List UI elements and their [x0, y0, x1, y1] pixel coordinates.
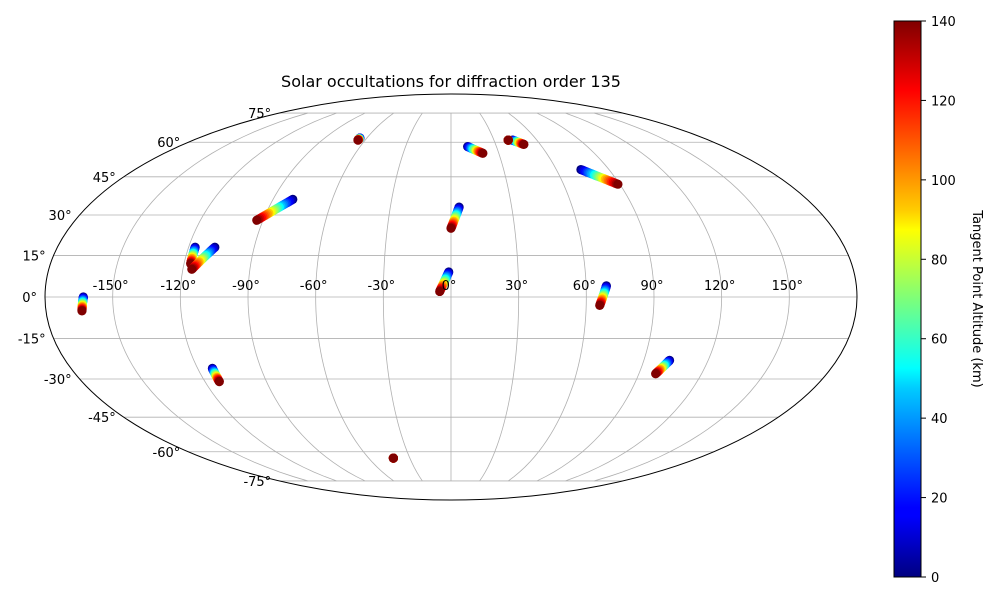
occultation-point [252, 215, 262, 225]
occultation-track [463, 141, 488, 158]
latitude-tick-label: -45° [88, 411, 116, 426]
colorbar-tick-label: 0 [931, 571, 939, 586]
occultation-track [187, 242, 220, 274]
latitude-tick-label: 45° [93, 171, 116, 186]
longitude-tick-label: -60° [300, 279, 328, 294]
colorbar-gradient [893, 20, 922, 578]
occultation-track [186, 242, 200, 269]
occultation-track [252, 194, 298, 225]
occultation-track [576, 164, 623, 189]
occultation-track [503, 135, 513, 145]
longitude-tick-labels: -150° -120° -90° -60° -30° 0° 30° 60° 90° 120° 150… [93, 279, 803, 294]
colorbar-tick-label: 20 [931, 492, 948, 507]
occultation-track [353, 133, 365, 145]
occultation-track [77, 292, 88, 316]
occultation-point [651, 369, 661, 379]
longitude-gridline [565, 112, 723, 482]
latitude-tick-label: 0° [22, 291, 37, 306]
latitude-tick-labels: 75° 60° 45° 30° 15° 0° -15° -30° -45° -60° -75° [18, 107, 271, 490]
occultation-point [353, 135, 363, 145]
longitude-gridline [508, 112, 587, 482]
occultation-track [435, 267, 454, 297]
map-boundary [44, 93, 858, 501]
longitude-gridline [179, 112, 337, 482]
longitude-tick-label: 120° [704, 279, 735, 294]
longitude-gridline [536, 112, 655, 482]
longitude-gridline [479, 112, 520, 482]
latitude-tick-label: 60° [157, 136, 180, 151]
latitude-tick-label: -75° [243, 475, 271, 490]
longitude-gridline [594, 112, 790, 482]
occultation-point [478, 148, 488, 158]
occultation-point [613, 179, 623, 189]
longitude-tick-label: -90° [232, 279, 260, 294]
chart-title: Solar occultations for diffraction order… [281, 72, 621, 91]
longitude-tick-label: 90° [640, 279, 663, 294]
colorbar-tick-label: 140 [931, 15, 956, 30]
longitude-gridline [315, 112, 394, 482]
occultation-point [77, 306, 87, 316]
occultation-point [214, 377, 224, 387]
occultation-track [595, 281, 612, 310]
occultation-point [388, 453, 398, 463]
colorbar-label: Tangent Point Altitude (km) [969, 209, 984, 387]
occultation-track [651, 355, 675, 379]
occultation-point [187, 264, 197, 274]
occultation-point [519, 139, 529, 149]
latitude-tick-label: -30° [44, 373, 72, 388]
longitude-gridline [247, 112, 366, 482]
occultation-track [446, 202, 464, 233]
occultation-track [207, 363, 224, 387]
colorbar-tick-label: 60 [931, 333, 948, 348]
occultation-points [77, 133, 675, 463]
colorbar-tick-label: 80 [931, 253, 948, 268]
latitude-tick-label: -15° [18, 333, 46, 348]
occultation-point [503, 135, 513, 145]
occultation-point [446, 223, 456, 233]
colorbar: 0 20 40 60 80 100 120 140 Tangent Point Altitud… [893, 15, 984, 586]
colorbar-tick-label: 120 [931, 94, 956, 109]
longitude-tick-label: 150° [772, 279, 803, 294]
longitude-gridline [112, 112, 308, 482]
latitude-tick-label: -60° [153, 446, 181, 461]
colorbar-ticks: 0 20 40 60 80 100 120 140 [921, 15, 956, 586]
latitude-tick-label: 15° [23, 249, 46, 264]
latitude-tick-label: 75° [248, 107, 271, 122]
colorbar-tick-label: 40 [931, 412, 948, 427]
longitude-tick-label: -30° [367, 279, 395, 294]
longitude-tick-label: -120° [160, 279, 196, 294]
occultation-point [435, 286, 445, 297]
occultation-point [595, 300, 605, 310]
colorbar-tick-label: 100 [931, 174, 956, 189]
longitude-gridline [382, 112, 423, 482]
map-gridlines [45, 112, 857, 482]
longitude-tick-label: -150° [93, 279, 129, 294]
occultation-track [388, 453, 398, 463]
longitude-tick-label: 30° [505, 279, 528, 294]
latitude-tick-label: 30° [49, 209, 72, 224]
longitude-tick-label: 60° [573, 279, 596, 294]
longitude-tick-label: 0° [442, 279, 457, 294]
